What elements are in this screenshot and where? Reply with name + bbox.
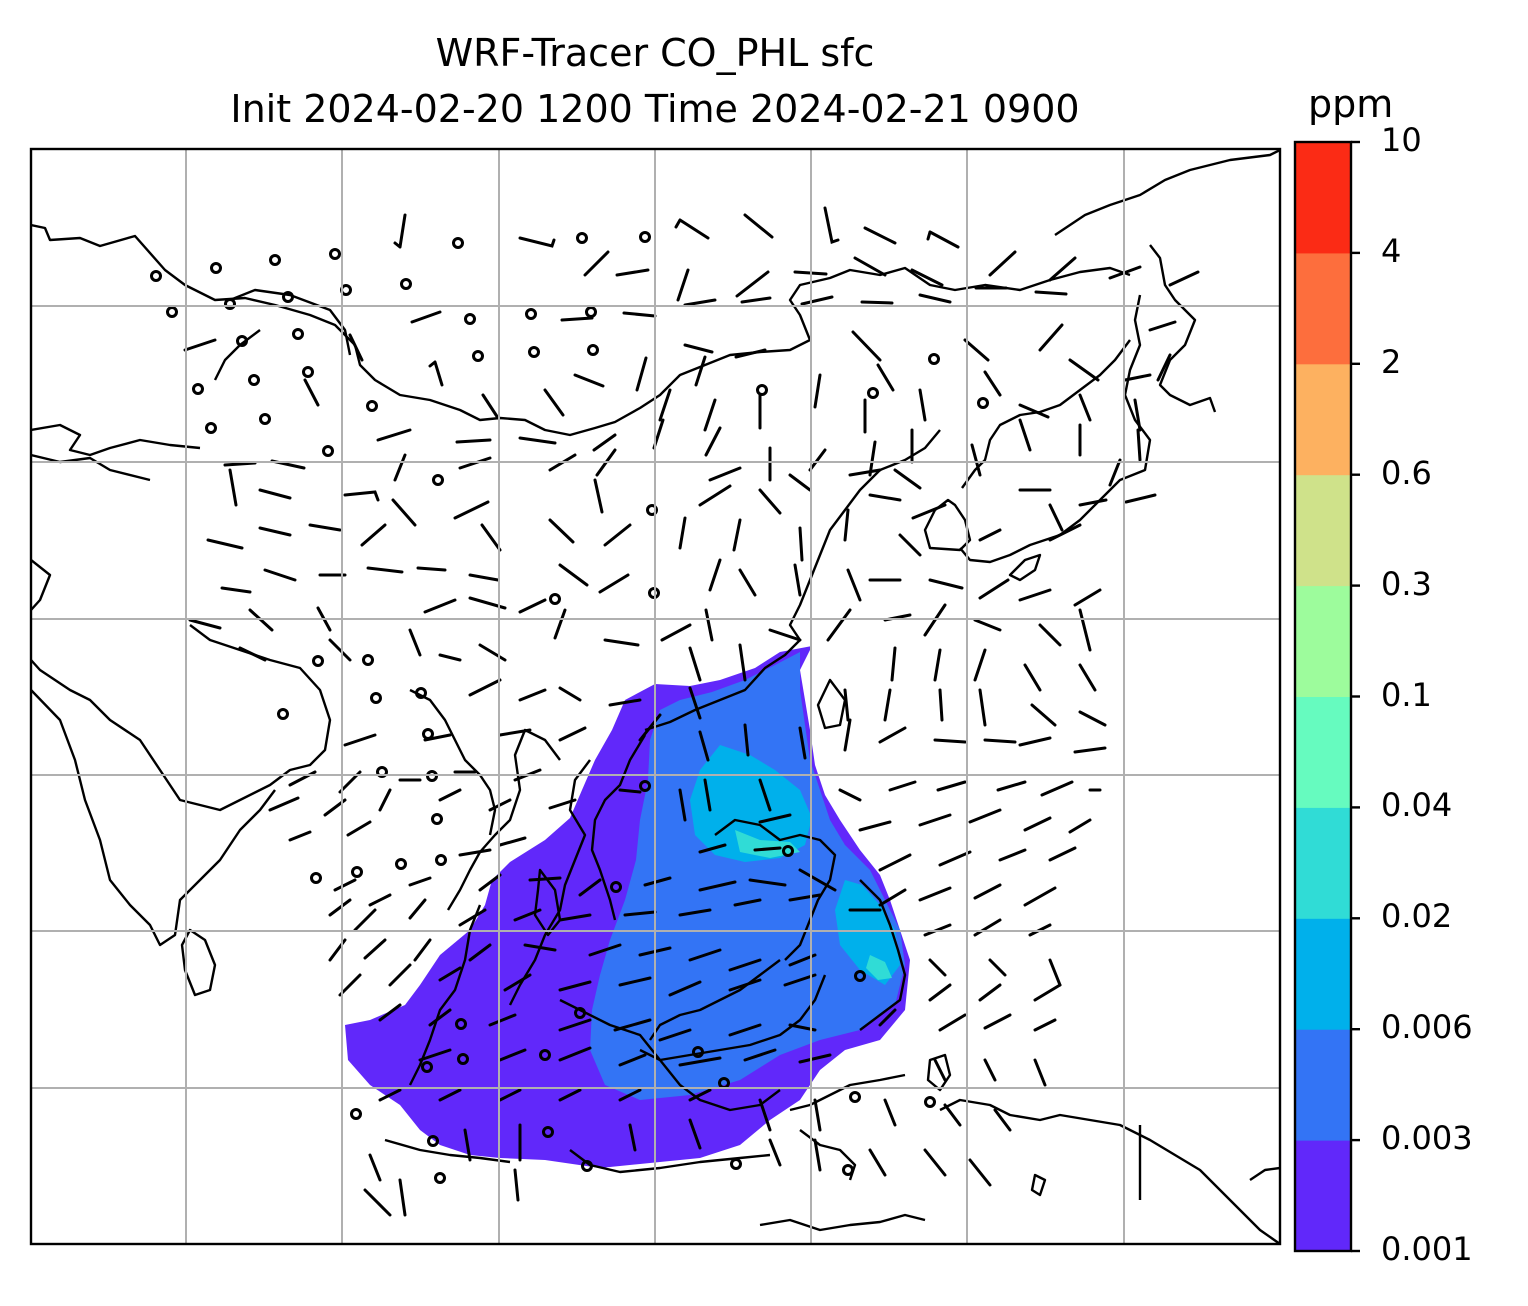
colorbar-tick-label: 0.003	[1381, 1119, 1473, 1158]
plume-level-3b	[835, 880, 900, 985]
colorbar-segment	[1295, 1029, 1351, 1141]
tracer-plume	[345, 646, 910, 1168]
colorbar-tick-label: 0.02	[1381, 897, 1453, 936]
plot-title-line2: Init 2024-02-20 1200 Time 2024-02-21 090…	[230, 87, 1080, 131]
colorbar-segment	[1295, 252, 1351, 365]
colorbar-segment	[1295, 474, 1351, 587]
colorbar-segment	[1295, 585, 1351, 697]
gridlines	[31, 149, 1280, 1244]
colorbar-segment	[1295, 142, 1351, 254]
wind-barbs	[183, 206, 1200, 1217]
colorbar-tick-label: 10	[1381, 121, 1422, 159]
colorbar-segment	[1295, 807, 1351, 919]
colorbar-tick-label: 0.1	[1381, 675, 1432, 714]
colorbar-unit-label: ppm	[1308, 82, 1394, 126]
colorbar-segment	[1295, 363, 1351, 476]
colorbar-tick-label: 4	[1381, 231, 1402, 270]
colorbar-tick-label: 0.001	[1381, 1230, 1473, 1268]
colorbar-tick-label: 0.04	[1381, 786, 1453, 825]
colorbar-segment	[1295, 918, 1351, 1030]
calm-wind-markers	[150, 231, 989, 1184]
colorbar-segment	[1295, 696, 1351, 808]
colorbar-tick-label: 2	[1381, 342, 1402, 381]
colorbar	[1295, 140, 1360, 1253]
colorbar-segment	[1295, 1140, 1351, 1252]
colorbar-frame	[1293, 140, 1353, 1253]
plume-level-2	[590, 652, 905, 1100]
colorbar-tick-label: 0.006	[1381, 1008, 1473, 1047]
plot-title-line1: WRF-Tracer CO_PHL sfc	[435, 31, 875, 75]
map-frame	[29, 147, 1282, 1246]
plume-level-4b	[866, 955, 892, 980]
colorbar-tick-label: 0.3	[1381, 564, 1432, 603]
colorbar-tick-label: 0.6	[1381, 453, 1432, 492]
